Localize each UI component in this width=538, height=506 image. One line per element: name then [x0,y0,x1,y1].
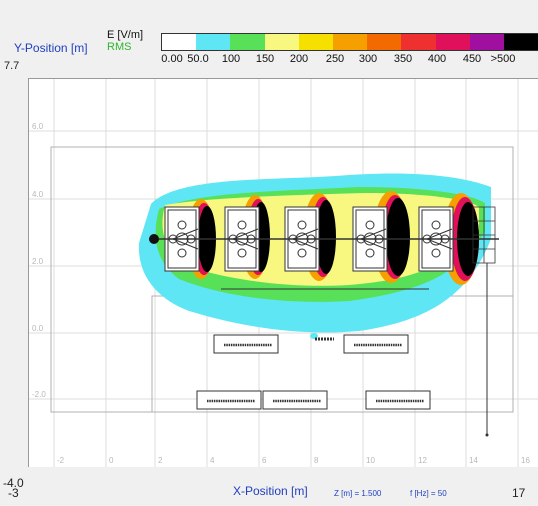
x-tick-label: 14 [469,456,478,465]
scale-swatch [401,34,436,50]
cabinet [262,390,328,410]
scale-label: 450 [462,53,482,65]
scale-swatch [298,34,333,50]
scale-swatch [264,34,299,50]
y-axis-title: Y-Position [m] [14,41,88,55]
z-readout: Z [m] = 1.500 [334,489,382,498]
x-tick-label: 6 [262,456,267,465]
scale-label: 0.00 [161,53,183,65]
scale-label: 250 [325,53,345,65]
x-axis-title: X-Position [m] [233,484,308,498]
x-tick-label: 8 [314,456,319,465]
y-tick-label: 4.0 [32,190,44,199]
cabinet [196,390,262,410]
x-axis-min-label: -3 [8,486,19,500]
cabinets [196,334,431,410]
field-map-svg: 6.0 4.0 2.0 0.0 -2.0 -2 0 2 4 6 8 10 12 14 16 [29,79,538,467]
quantity-name: E [V/m] [107,29,144,41]
scale-label: 150 [255,53,275,65]
x-tick-label: 10 [366,456,375,465]
y-tick-label: 6.0 [32,122,44,131]
x-tick-label: -2 [57,456,65,465]
cable-entry-node [149,234,159,244]
scale-swatch [196,34,231,50]
cabinet [365,390,431,410]
quantity-mode: RMS [107,41,132,53]
frequency-readout: f [Hz] = 50 [410,489,447,498]
x-tick-label: 0 [109,456,114,465]
switchgear-panel [472,206,496,264]
scale-swatch [162,34,197,50]
scale-swatch [367,34,402,50]
field-lobe-black [316,200,336,274]
scale-swatch [435,34,470,50]
x-tick-label: 4 [210,456,215,465]
cabinet [213,334,279,354]
x-tick-label: 16 [521,456,530,465]
plot-area[interactable]: 6.0 4.0 2.0 0.0 -2.0 -2 0 2 4 6 8 10 12 14 16 [28,78,538,467]
scale-swatch [503,34,538,50]
legend-header: Y-Position [m] 7.7 E [V/m] RMS 0.00 50.0 1… [0,0,538,72]
scale-label: 200 [289,53,309,65]
y-tick-label: 0.0 [32,324,44,333]
scale-swatch [230,34,265,50]
scale-label: 400 [427,53,447,65]
x-tick-label: 12 [418,456,427,465]
quantity-label: E [V/m] RMS [107,29,143,53]
y-tick-labels: 6.0 4.0 2.0 0.0 -2.0 [32,122,46,399]
color-scale-bar [161,33,538,51]
field-lobe-black [386,198,410,276]
y-axis-min-label: -4.0 [3,476,24,490]
scale-swatch [469,34,504,50]
scale-label: >500 [490,53,516,65]
scale-label: 100 [221,53,241,65]
y-tick-label: -2.0 [32,390,46,399]
x-axis-max-label: 17 [512,486,526,500]
y-axis-max-label: 7.7 [4,60,20,72]
scale-label: 50.0 [187,53,209,65]
scale-swatch [332,34,368,50]
scale-label: 300 [358,53,378,65]
small-device [310,333,334,341]
x-tick-label: 2 [158,456,163,465]
x-tick-labels: -2 0 2 4 6 8 10 12 14 16 [57,456,530,465]
cable-end [485,433,489,437]
cabinet [343,334,409,354]
scale-label: 350 [393,53,413,65]
y-tick-label: 2.0 [32,257,44,266]
